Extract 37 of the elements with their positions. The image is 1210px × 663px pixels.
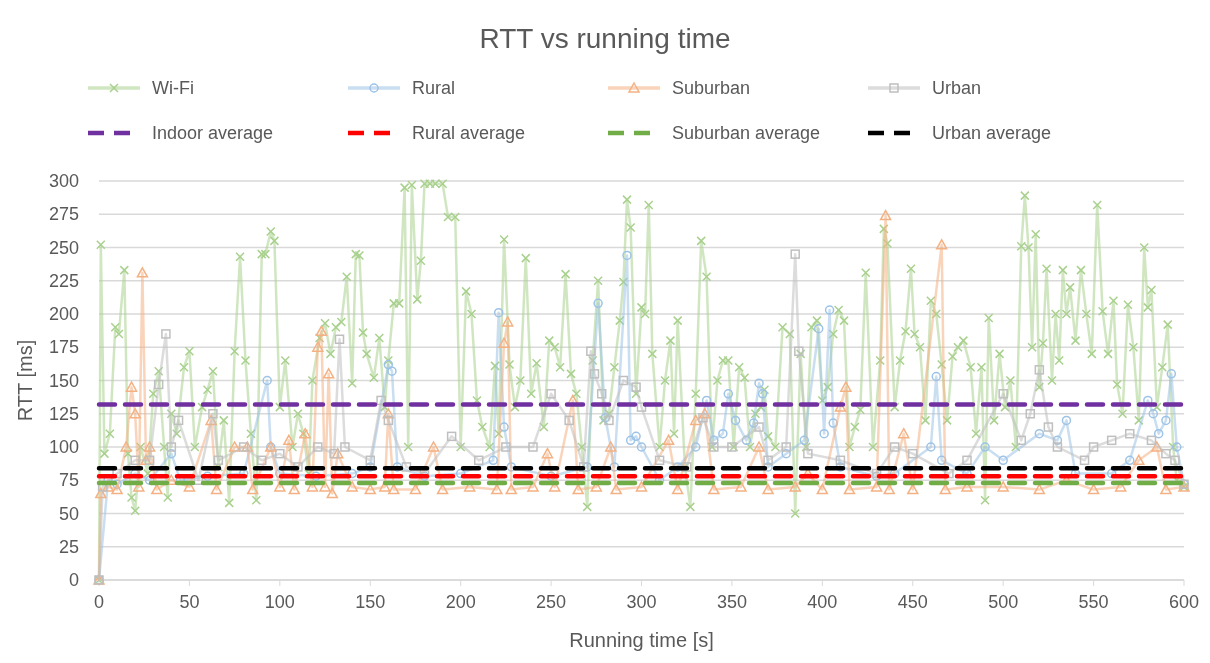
y-tick-label: 200 (48, 304, 79, 324)
legend-label: Rural average (412, 123, 526, 143)
chart-title: RTT vs running time (479, 23, 731, 54)
legend-label: Suburban (672, 78, 751, 98)
y-tick-label: 50 (58, 503, 79, 524)
x-tick-label: 250 (536, 592, 567, 612)
x-tick-label: 500 (988, 592, 1019, 612)
x-tick-label: 450 (897, 592, 928, 612)
x-tick-label: 50 (179, 592, 200, 612)
y-tick-label: 150 (48, 370, 79, 391)
legend-label: Rural (412, 78, 456, 98)
y-tick-label: 175 (48, 337, 79, 358)
y-tick-label: 250 (48, 237, 79, 258)
y-tick-label: 275 (48, 204, 79, 225)
y-tick-label: 125 (48, 403, 79, 424)
legend-label: Suburban average (672, 123, 821, 143)
legend-label: Urban (932, 78, 982, 98)
y-tick-label: 75 (58, 470, 79, 491)
y-tick-label: 100 (48, 437, 79, 457)
x-tick-label: 400 (807, 592, 838, 612)
legend-label: Urban average (932, 123, 1052, 143)
x-tick-label: 350 (716, 592, 747, 612)
x-tick-label: 200 (445, 592, 476, 612)
x-tick-label: 550 (1078, 592, 1109, 612)
y-tick-label: 225 (48, 270, 79, 291)
x-tick-label: 100 (264, 592, 295, 612)
x-tick-label: 150 (355, 592, 386, 612)
legend-label: Indoor average (152, 123, 274, 143)
y-tick-label: 300 (48, 171, 79, 191)
x-tick-label: 300 (626, 592, 657, 612)
legend-label: Wi-Fi (152, 78, 194, 98)
x-tick-label: 600 (1168, 592, 1200, 612)
x-tick-label: 0 (93, 592, 105, 612)
y-tick-label: 0 (68, 570, 79, 590)
y-tick-label: 25 (58, 536, 79, 557)
y-axis-title: RTT [ms] (14, 339, 36, 422)
x-axis-title: Running time [s] (569, 629, 714, 651)
